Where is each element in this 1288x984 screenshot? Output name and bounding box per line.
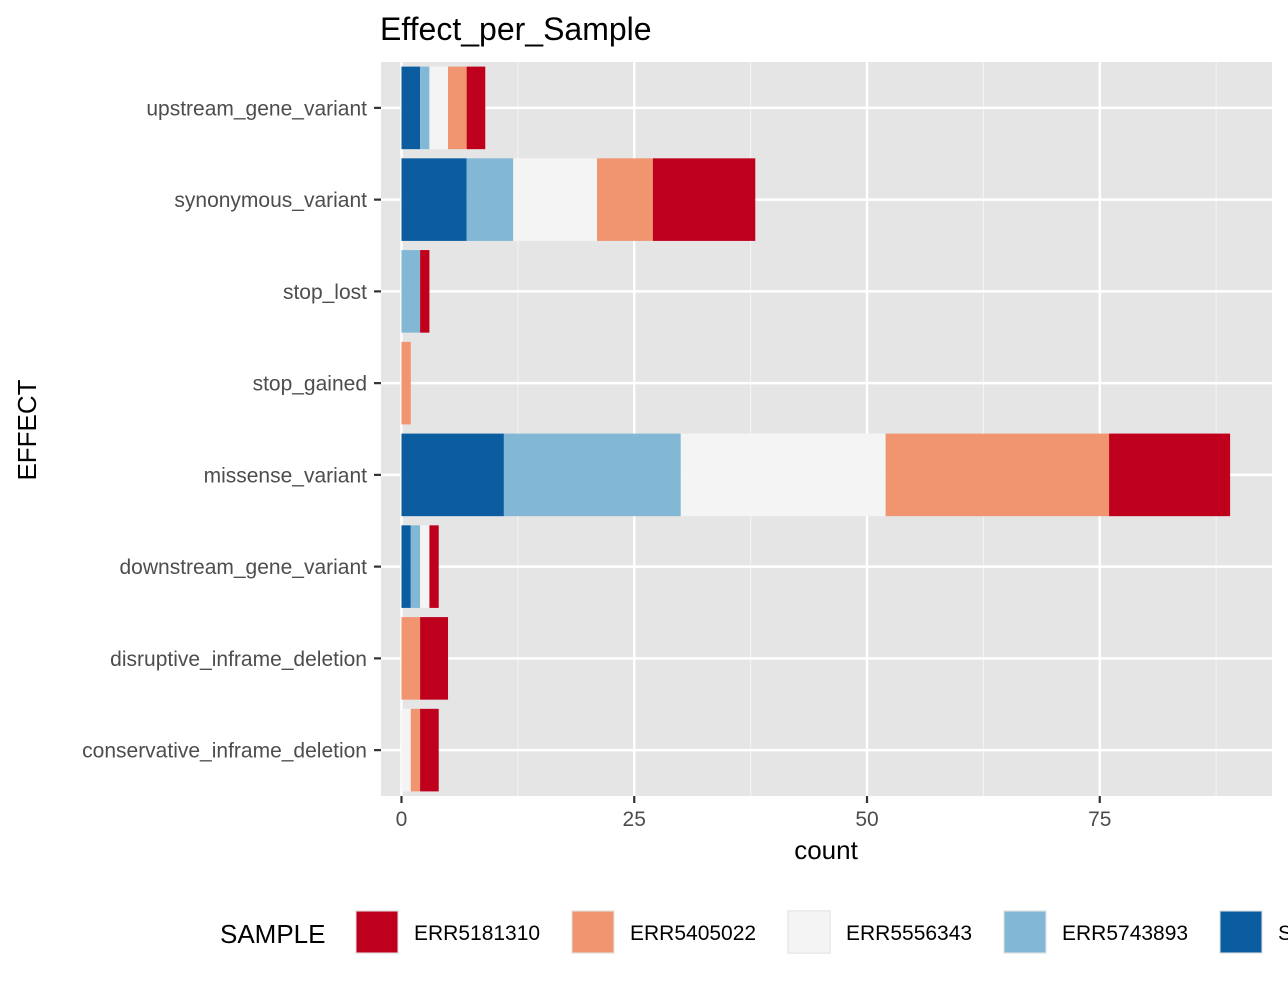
- legend-title: SAMPLE: [220, 919, 326, 949]
- y-tick-label: upstream_gene_variant: [146, 97, 367, 120]
- legend-key: [1003, 910, 1047, 954]
- bar-segment: [420, 525, 430, 608]
- legend-label: ERR5556343: [846, 922, 972, 945]
- legend-label: ERR5405022: [630, 922, 756, 945]
- bar-segment: [401, 66, 421, 150]
- bar-segment: [597, 158, 653, 241]
- legend-key: [787, 910, 831, 954]
- bar-segment: [513, 158, 597, 241]
- y-axis: upstream_gene_variant synonymous_variants…: [82, 97, 381, 763]
- bar-segment: [401, 250, 421, 333]
- bar-segment: [420, 617, 449, 700]
- x-tick-label: 25: [623, 808, 646, 831]
- y-tick-label: stop_lost: [283, 281, 367, 304]
- legend-label: S: [1278, 922, 1288, 945]
- bar-segment: [466, 66, 486, 150]
- bar-segment: [401, 617, 421, 700]
- bars: [401, 66, 1231, 792]
- y-tick-label: conservative_inframe_deletion: [82, 740, 367, 763]
- bar-segment: [410, 525, 421, 608]
- bar-segment: [429, 66, 449, 150]
- x-axis-title: count: [794, 835, 858, 865]
- legend-key: [571, 910, 615, 954]
- bar-segment: [401, 341, 411, 425]
- y-tick-label: stop_gained: [253, 373, 367, 396]
- bar-segment: [652, 158, 756, 241]
- legend-label: ERR5181310: [414, 922, 540, 945]
- bar-segment: [680, 433, 886, 517]
- bar-segment: [401, 525, 411, 608]
- bar-segment: [885, 433, 1110, 517]
- chart-title: Effect_per_Sample: [380, 11, 652, 47]
- x-tick-label: 50: [855, 808, 878, 831]
- x-tick-label: 75: [1088, 808, 1111, 831]
- legend-label: ERR5743893: [1062, 922, 1188, 945]
- legend: SAMPLE ERR5181310 ERR5405022 ERR5556343 ERR…: [220, 910, 1288, 954]
- bar-segment: [429, 525, 439, 608]
- x-tick-label: 0: [396, 808, 408, 831]
- y-tick-label: disruptive_inframe_deletion: [110, 648, 367, 671]
- bar-segment: [448, 66, 467, 150]
- bar-segment: [420, 250, 430, 333]
- bar-segment: [1109, 433, 1231, 517]
- bar-segment: [401, 708, 411, 792]
- bar-segment: [401, 433, 504, 517]
- bar-segment: [466, 158, 514, 241]
- bar-segment: [420, 66, 430, 150]
- grid-major: [381, 62, 1272, 796]
- x-axis: 0 25 50 75: [396, 796, 1111, 831]
- bar-segment: [410, 708, 421, 792]
- legend-key: [355, 910, 399, 954]
- bar-segment: [420, 708, 439, 792]
- legend-key: [1219, 910, 1263, 954]
- y-tick-label: missense_variant: [204, 464, 368, 487]
- y-axis-title: EFFECT: [12, 379, 42, 480]
- y-tick-label: synonymous_variant: [174, 189, 367, 212]
- y-tick-label: downstream_gene_variant: [120, 556, 368, 579]
- bar-segment: [503, 433, 681, 517]
- bar-segment: [401, 158, 467, 241]
